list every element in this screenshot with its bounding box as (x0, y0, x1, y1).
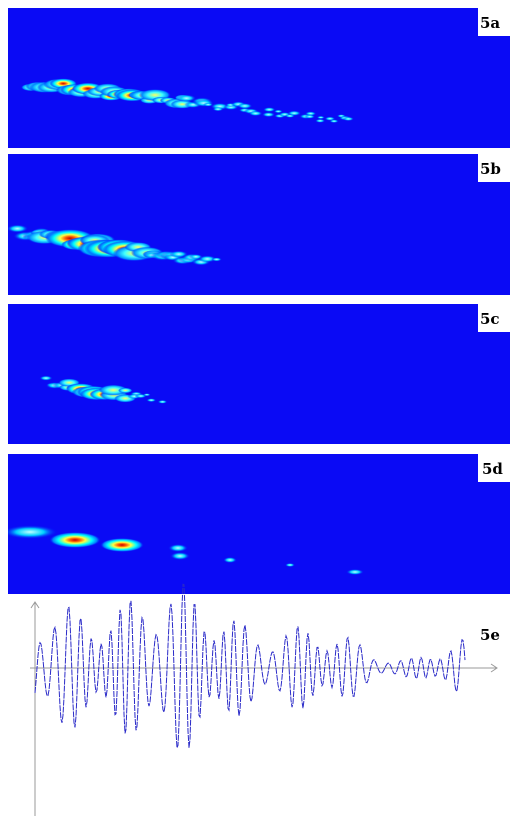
energy-blob (287, 110, 302, 116)
panel-label: 5e (480, 626, 500, 644)
energy-blob (211, 257, 222, 262)
energy-blob (346, 569, 364, 575)
energy-blob (98, 384, 129, 396)
energy-blob (49, 532, 101, 548)
energy-blob (146, 398, 157, 403)
energy-blob (285, 563, 295, 567)
energy-blob (304, 111, 317, 116)
energy-blob (314, 118, 326, 123)
energy-blob (223, 557, 237, 563)
energy-blob (316, 115, 325, 119)
energy-blob (237, 103, 253, 109)
energy-blob (100, 538, 144, 552)
energy-blob (262, 107, 276, 112)
energy-blob (176, 94, 197, 102)
axis-arrow (490, 663, 498, 673)
label-box (478, 8, 510, 36)
energy-blob (197, 255, 217, 263)
label-box (478, 154, 510, 182)
energy-blob (248, 110, 263, 117)
energy-blob (168, 544, 188, 552)
energy-blob (8, 224, 29, 233)
panel-background (8, 454, 510, 594)
energy-blob (342, 116, 355, 122)
label-box (478, 454, 510, 482)
panel-label: 5d (482, 460, 503, 478)
energy-blob (304, 114, 316, 119)
label-box (478, 304, 510, 332)
energy-blob (8, 525, 58, 539)
spectrogram-panel (8, 454, 510, 594)
panel-label: 5b (480, 160, 501, 178)
energy-blob (143, 393, 151, 397)
energy-blob (273, 109, 283, 114)
panel-background (8, 8, 510, 148)
panel-label: 5c (480, 310, 500, 328)
energy-blob (329, 119, 339, 123)
waveform-panel (30, 583, 498, 816)
spectrogram-panel (8, 154, 510, 295)
energy-blob (170, 552, 190, 560)
axis-arrow (30, 601, 40, 609)
spectrogram-panel (8, 8, 510, 148)
energy-blob (39, 375, 53, 381)
panel-background (8, 154, 510, 295)
panel-label: 5a (480, 14, 500, 32)
energy-blob (118, 387, 133, 394)
energy-blob (261, 112, 276, 118)
energy-blob (203, 102, 214, 107)
energy-blob (157, 399, 168, 404)
panel-background (8, 304, 510, 444)
waveform (34, 583, 466, 748)
spectrogram-panel (8, 304, 510, 444)
energy-blob (212, 107, 224, 112)
